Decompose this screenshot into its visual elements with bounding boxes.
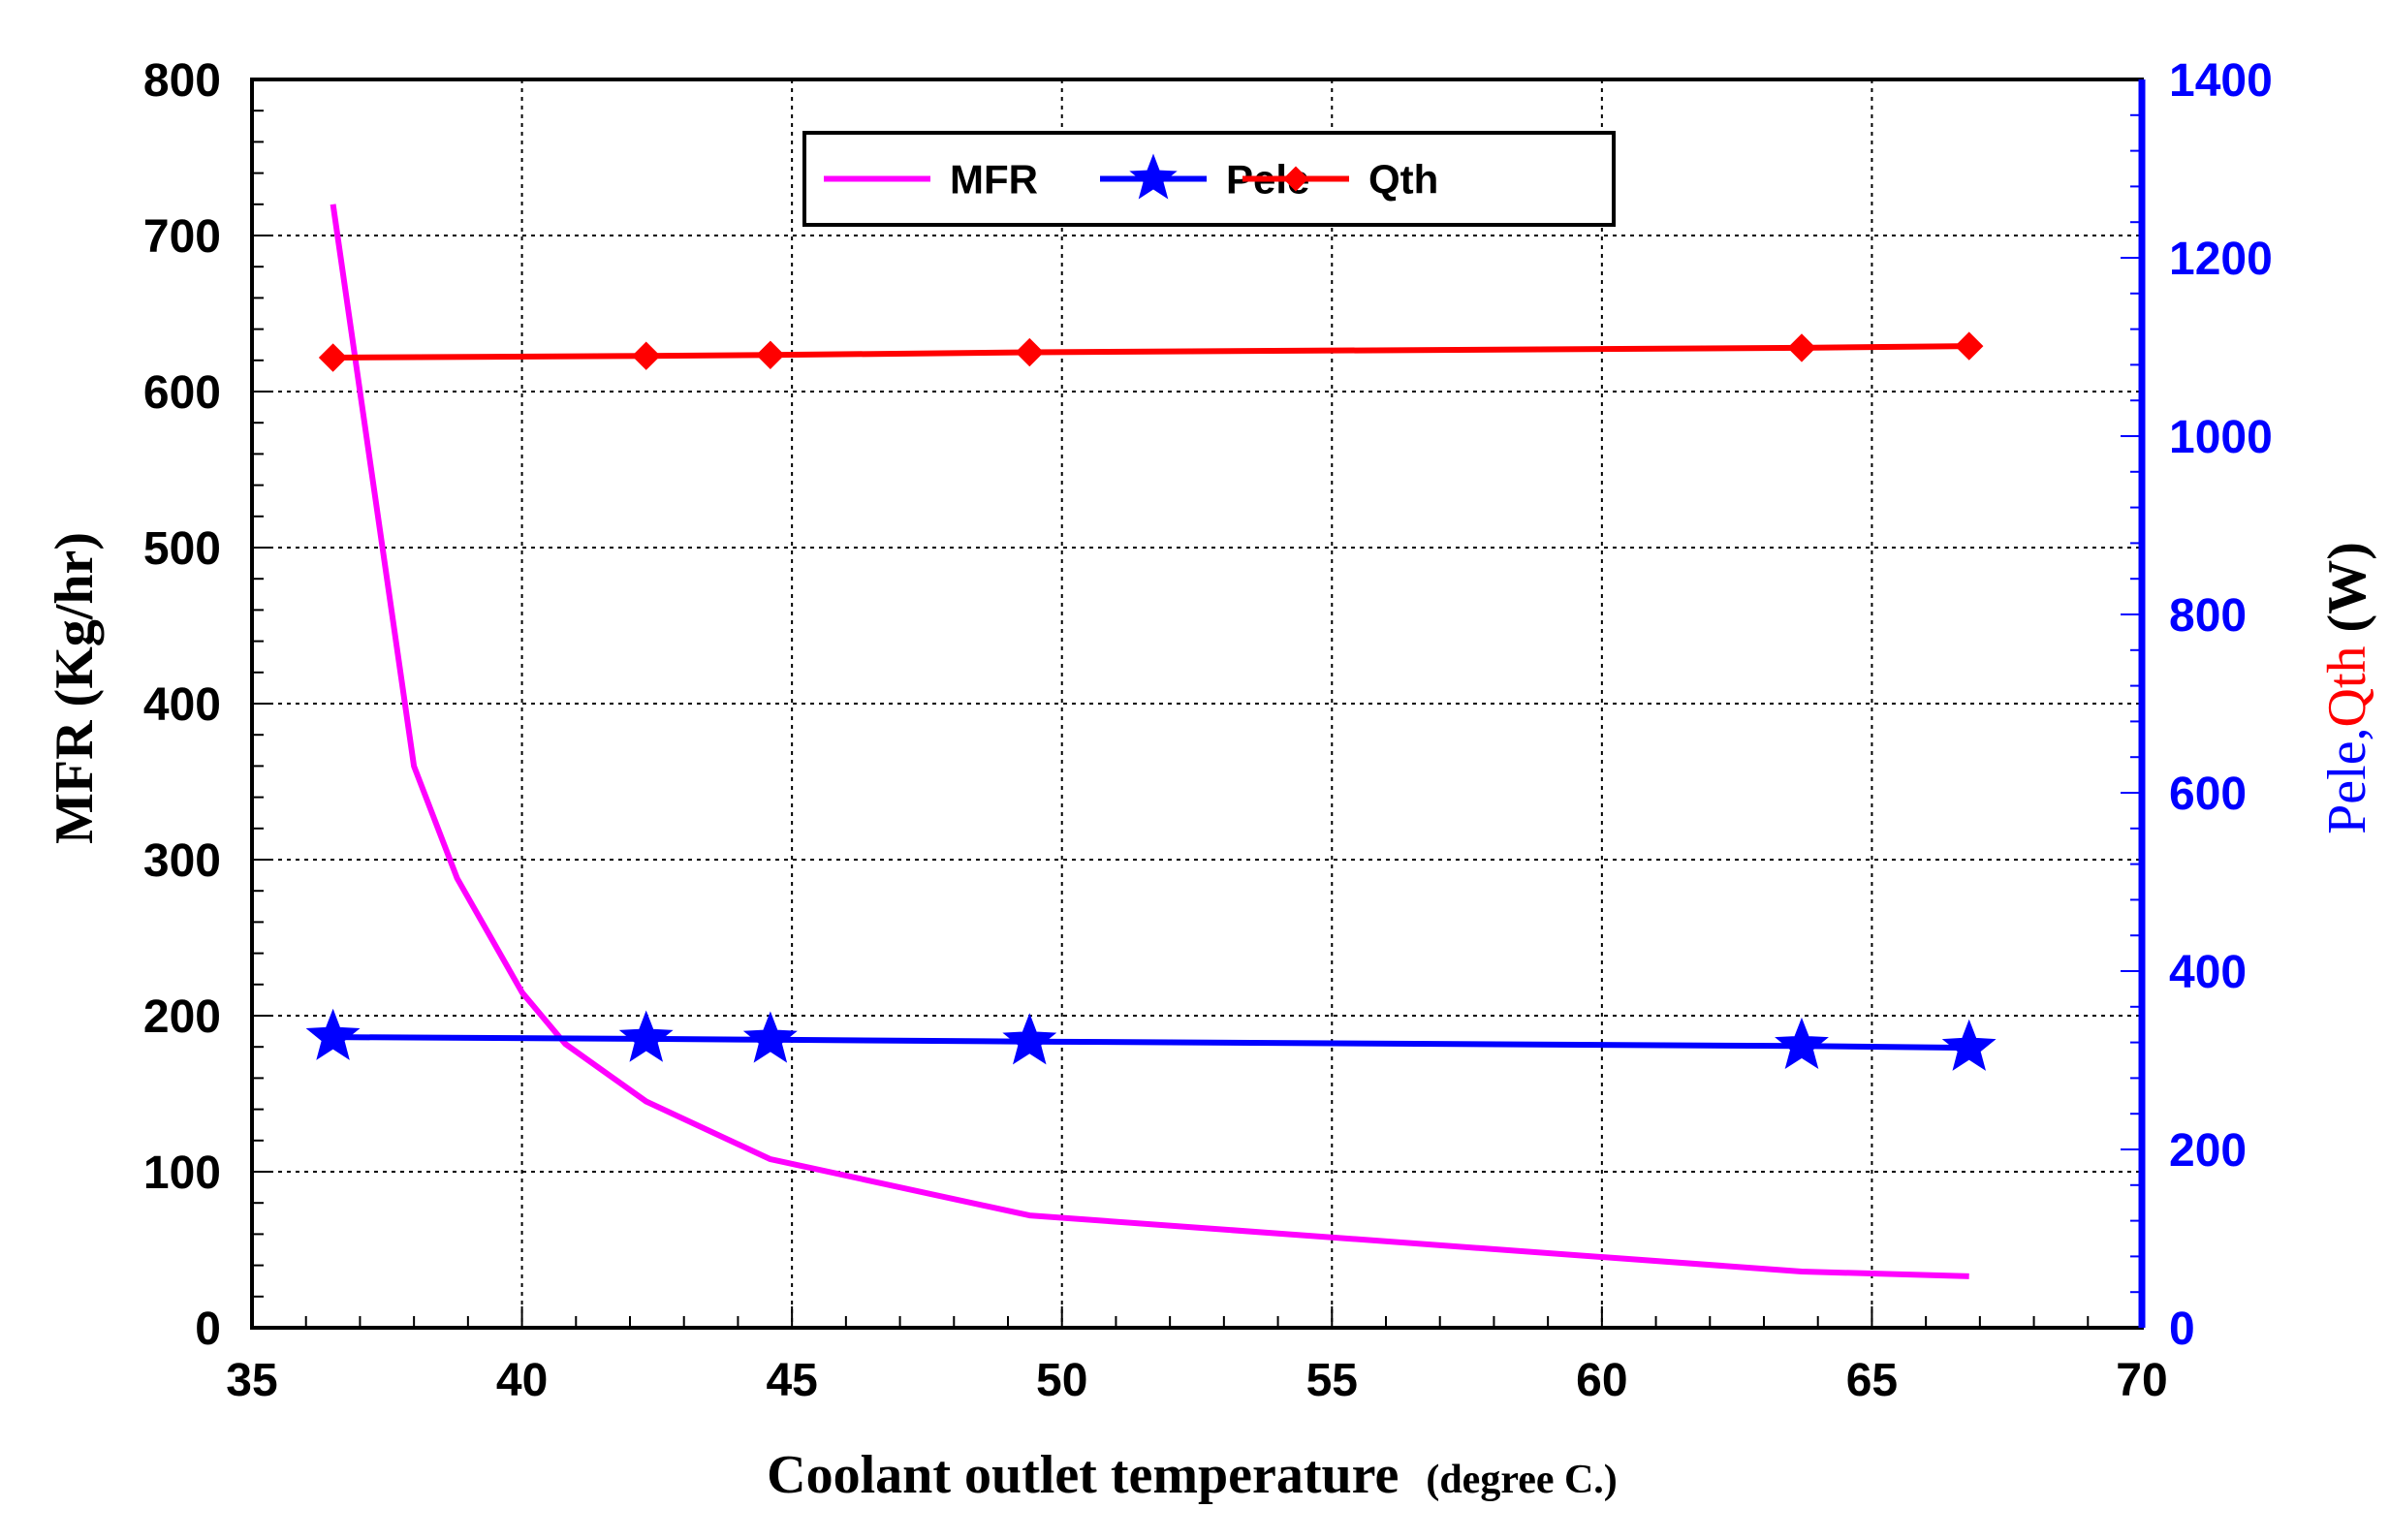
y2-tick-label: 600	[2169, 769, 2247, 820]
y2-axis-title-pele: Pele	[2317, 740, 2377, 833]
grid-layer	[252, 79, 2142, 1328]
y-tick-label: 700	[143, 211, 221, 263]
y-tick-label: 600	[143, 367, 221, 419]
x-tick-label: 60	[1576, 1355, 1627, 1406]
series-layer	[305, 204, 1997, 1279]
y2-axis-title: Pele,Qth (W)	[2317, 542, 2377, 834]
data-point-pele	[1941, 1019, 1997, 1071]
y2-axis-title-comma: ,	[2317, 727, 2377, 740]
legend-label: MFR	[950, 157, 1038, 203]
legend: MFR Pele Qth	[802, 131, 1616, 227]
y-tick-label: 800	[143, 55, 221, 107]
series-line-mfr	[330, 204, 1969, 1279]
y2-tick-label: 200	[2169, 1125, 2247, 1177]
y2-tick-label: 1400	[2169, 55, 2273, 107]
x-tick-label: 40	[496, 1355, 548, 1406]
series-qth	[318, 331, 1984, 372]
y-tick-label: 200	[143, 991, 221, 1043]
legend-item-mfr: MFR	[824, 157, 1038, 203]
data-point-pele	[742, 1011, 798, 1063]
series-mfr	[330, 204, 1969, 1279]
y2-tick-labels: 0 200 400 600 800 1000 1200 1400	[2169, 55, 2273, 1355]
series-line-pele	[332, 1034, 1969, 1052]
x-tick-label: 55	[1306, 1355, 1358, 1406]
data-point-pele	[1775, 1017, 1829, 1070]
x-tick-label: 70	[2116, 1355, 2167, 1406]
x-tick-label: 50	[1036, 1355, 1087, 1406]
y-tick-label: 300	[143, 835, 221, 887]
data-point-qth	[1955, 331, 1984, 361]
data-point-pele	[305, 1008, 361, 1060]
x-tick-labels: 35 40 45 50 55 60 65 70	[226, 1355, 2167, 1406]
data-point-qth	[318, 343, 348, 372]
y-tick-label: 400	[143, 679, 221, 731]
y2-tick-label: 400	[2169, 947, 2247, 998]
data-point-pele	[618, 1010, 674, 1062]
x-axis-title-main: Coolant outlet temperature	[767, 1445, 1399, 1505]
legend-label: Qth	[1368, 157, 1438, 203]
series-pele	[305, 1008, 1997, 1071]
legend-box	[802, 131, 1616, 227]
x-tick-label: 65	[1846, 1355, 1898, 1406]
y2-tick-label: 800	[2169, 590, 2247, 642]
y2-tick-label: 1200	[2169, 234, 2273, 285]
data-point-qth	[756, 340, 785, 369]
y-tick-label: 500	[143, 523, 221, 575]
legend-swatch-marker	[1283, 166, 1308, 192]
x-tick-label: 35	[226, 1355, 277, 1406]
y2-axis-title-unit: (W)	[2317, 542, 2377, 645]
x-axis-title-unit: (degree C.)	[1426, 1458, 1617, 1502]
y-tick-label: 100	[143, 1147, 221, 1199]
y-tick-label: 0	[195, 1304, 221, 1355]
legend-item-qth: Qth	[1242, 157, 1438, 203]
y-tick-labels: 0 100 200 300 400 500 600 700 800	[143, 55, 221, 1355]
y2-axis-title-qth: Qth	[2317, 645, 2377, 727]
data-point-qth	[1015, 337, 1044, 367]
y2-tick-label: 0	[2169, 1304, 2195, 1355]
data-point-qth	[1787, 333, 1816, 362]
data-point-qth	[632, 341, 661, 370]
y2-tick-label: 1000	[2169, 412, 2273, 463]
legend-swatch-marker	[1129, 153, 1178, 200]
data-point-pele	[1002, 1013, 1057, 1065]
x-tick-label: 45	[766, 1355, 817, 1406]
x-axis-title: Coolant outlet temperature (degree C.)	[767, 1445, 1618, 1505]
series-line-qth	[332, 343, 1969, 361]
y-axis-title: MFR (Kg/hr)	[45, 532, 105, 844]
